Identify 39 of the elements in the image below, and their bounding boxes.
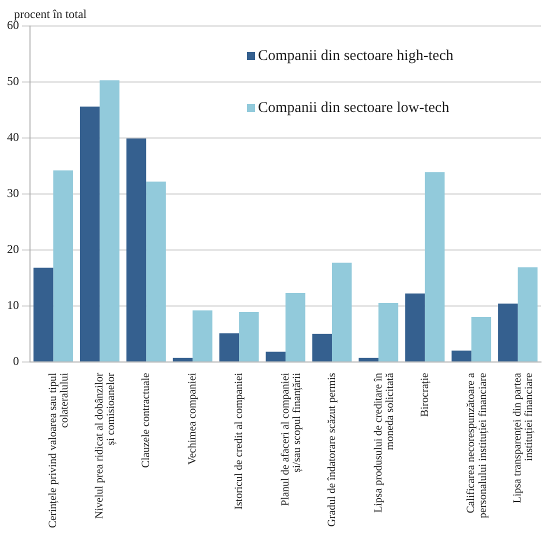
bar [471, 317, 492, 362]
bar [332, 262, 352, 362]
x-tick-label: Gradul de îndatorare scăzut permis [326, 372, 338, 527]
bar [518, 267, 538, 362]
bar [312, 334, 332, 362]
bar [266, 352, 286, 362]
bar [192, 310, 212, 362]
x-tick-label: Vechimea companiei [186, 372, 198, 465]
bar [53, 170, 73, 362]
x-tick-label: Istoricul de credit al companiei [232, 372, 245, 510]
legend-label: Companii din sectoare low-tech [258, 100, 450, 116]
x-tick-label: Clauzele contractuale [140, 372, 152, 468]
bar [219, 333, 240, 362]
bar [405, 294, 425, 362]
bar [378, 303, 398, 362]
bar [100, 80, 120, 362]
y-tick-label: 20 [7, 242, 19, 256]
y-axis-title: procent în total [14, 7, 88, 22]
bar [33, 268, 54, 362]
bar [452, 350, 472, 362]
bar [358, 358, 378, 362]
y-tick-label: 50 [7, 74, 19, 88]
x-tick-label: Cerințele privind valoarea sau tipul colateralului [47, 372, 71, 528]
x-tick-label: Lipsa produsului de creditare în moneda solicitată [372, 372, 396, 513]
y-tick-label: 10 [7, 298, 19, 312]
bar [498, 304, 518, 362]
y-tick-label: 40 [7, 130, 19, 144]
bar [239, 312, 259, 362]
x-tick-label: Birocrație [418, 372, 431, 417]
bar [286, 292, 306, 362]
x-tick-label: Planul de afaceri al companiei și/sau scopul finanțării [279, 372, 303, 506]
bar [80, 106, 100, 362]
bar [172, 358, 193, 362]
legend-label: Companii din sectoare high-tech [258, 48, 454, 64]
bar [126, 138, 146, 362]
bar [146, 182, 166, 362]
y-tick-label: 0 [13, 354, 19, 368]
y-tick-label: 30 [7, 186, 19, 200]
bar [424, 172, 445, 362]
